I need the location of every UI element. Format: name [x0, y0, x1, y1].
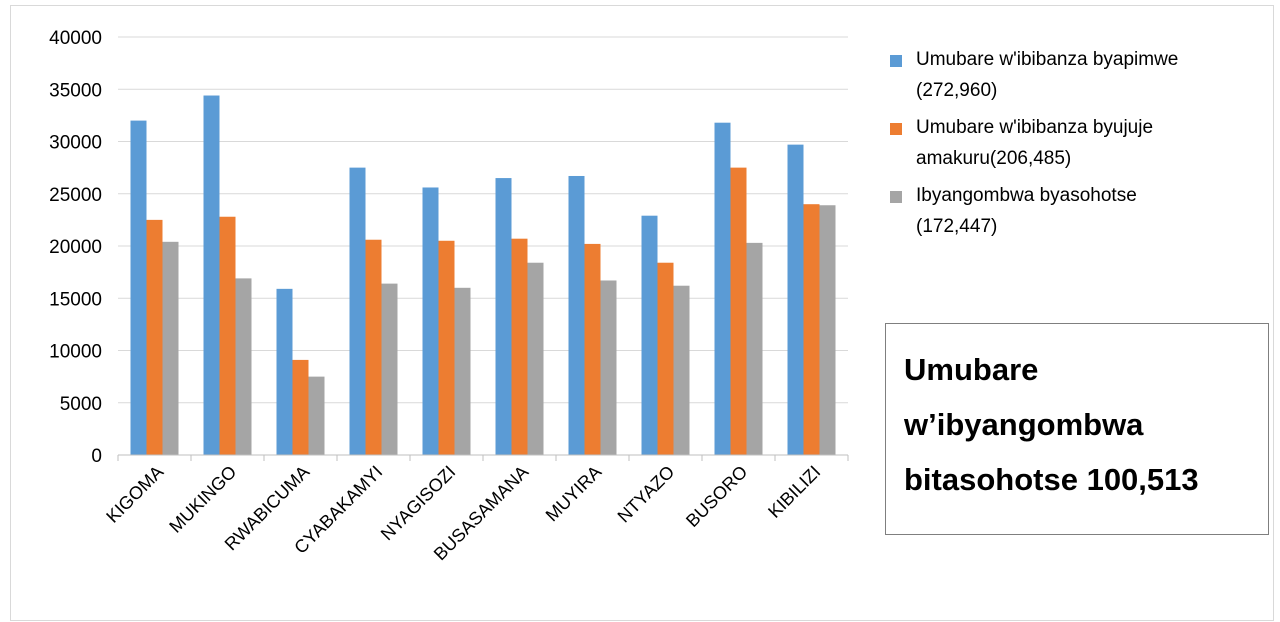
legend-label-3: Ibyangombwa byasohotse (172,447) [916, 185, 1137, 237]
bar [673, 285, 690, 455]
bar [381, 283, 398, 455]
legend: Umubare w'ibibanza byapimwe (272,960) Um… [890, 44, 1270, 248]
chart-frame [10, 5, 1274, 621]
bar [730, 167, 747, 455]
bar [203, 95, 220, 456]
bar [803, 204, 820, 455]
bar [308, 376, 325, 455]
y-tick-label: 30000 [49, 133, 102, 154]
x-tick-label: KIGOMA [102, 462, 167, 527]
bar [495, 178, 512, 455]
summary-text: Umubare w’ibyangombwa bitasohotse 100,51… [904, 352, 1199, 497]
x-tick-label: MUKINGO [165, 462, 240, 537]
bar [219, 216, 236, 455]
bar [600, 280, 617, 455]
bar [746, 242, 763, 455]
x-axis-labels: KIGOMAMUKINGORWABICUMACYABAKAMYINYAGISOZ… [102, 462, 824, 565]
bar [438, 240, 455, 455]
bar [130, 120, 147, 455]
x-tick-label: MUYIRA [542, 462, 606, 526]
bar [365, 239, 382, 455]
y-tick-label: 10000 [49, 342, 102, 363]
x-axis [117, 454, 849, 461]
bar [527, 262, 544, 455]
bar [787, 144, 804, 455]
y-tick-label: 5000 [60, 394, 102, 415]
bar [584, 243, 601, 455]
bar [714, 122, 731, 455]
bar [276, 288, 293, 455]
legend-item-1: Umubare w'ibibanza byapimwe (272,960) [890, 44, 1270, 106]
y-tick-label: 15000 [49, 289, 102, 310]
bar [422, 187, 439, 456]
legend-label-2: Umubare w'ibibanza byujuje amakuru(206,4… [916, 117, 1154, 169]
legend-label-1: Umubare w'ibibanza byapimwe (272,960) [916, 49, 1179, 101]
y-tick-label: 0 [91, 446, 102, 467]
bar [162, 241, 179, 455]
bar [292, 359, 309, 455]
legend-item-3: Ibyangombwa byasohotse (172,447) [890, 180, 1270, 242]
summary-box: Umubare w’ibyangombwa bitasohotse 100,51… [885, 323, 1269, 535]
bar [235, 278, 252, 455]
bar [568, 175, 585, 456]
x-tick-label: BUSORO [682, 462, 751, 531]
bar [349, 167, 366, 455]
y-tick-label: 35000 [49, 80, 102, 101]
bars [130, 95, 836, 456]
legend-item-2: Umubare w'ibibanza byujuje amakuru(206,4… [890, 112, 1270, 174]
x-tick-label: NTYAZO [614, 462, 679, 527]
legend-swatch-1 [890, 55, 902, 67]
bar [657, 262, 674, 455]
legend-swatch-2 [890, 123, 902, 135]
bar [641, 215, 658, 455]
y-tick-label: 25000 [49, 185, 102, 206]
y-axis-ticks: 0 5000 10000 15000 20000 25000 30000 35000 40000 [49, 28, 102, 467]
y-tick-label: 20000 [49, 237, 102, 258]
legend-swatch-3 [890, 191, 902, 203]
y-tick-label: 40000 [49, 28, 102, 49]
bar [146, 219, 163, 455]
x-tick-label: KIBILIZI [764, 462, 824, 522]
bar [511, 238, 528, 455]
bar [819, 205, 836, 455]
bar [454, 287, 471, 455]
